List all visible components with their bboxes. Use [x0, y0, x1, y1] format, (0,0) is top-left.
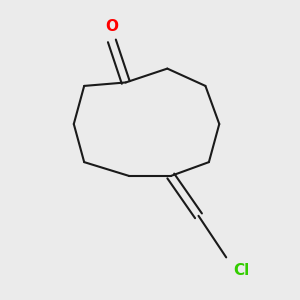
Text: Cl: Cl: [233, 262, 249, 278]
Text: O: O: [105, 19, 119, 34]
